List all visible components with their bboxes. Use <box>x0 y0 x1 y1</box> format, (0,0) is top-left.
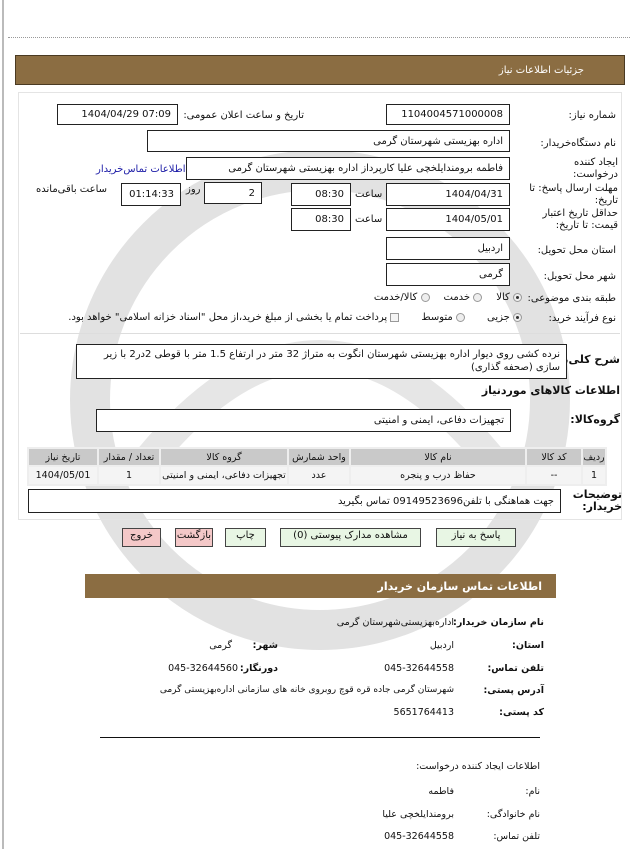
creator-label: ایجاد کننده درخواست: <box>573 157 618 180</box>
creator-name: فاطمه <box>428 786 454 797</box>
cell-code: -- <box>525 465 583 486</box>
cell-row: 1 <box>581 465 607 486</box>
creator-phone: 045-32644558 <box>384 831 454 842</box>
contact-address: شهرستان گرمی جاده قره قوچ روبروی خانه ها… <box>159 685 454 695</box>
goods-table: ردیف کد کالا نام کالا واحد شمارش گروه کا… <box>27 447 607 486</box>
buyer-notes-field: جهت هماهنگی با تلفن09149523696 تماس بگیر… <box>28 489 561 513</box>
view-attachments-button[interactable]: مشاهده مدارک پیوستی (0) <box>280 528 421 547</box>
province-label: استان محل تحویل: <box>537 245 616 256</box>
radio-icon[interactable] <box>513 312 522 322</box>
section-divider <box>20 333 620 334</box>
left-border <box>2 0 4 849</box>
col-group: گروه کالا <box>159 447 289 467</box>
category-option-service[interactable]: خدمت <box>444 292 483 303</box>
checkbox-icon[interactable] <box>390 312 400 322</box>
validity-label: حداقل تاریخ اعتبار قیمت: تا تاریخ: <box>542 208 618 231</box>
process-label: نوع فرآیند خرید: <box>548 313 617 324</box>
creator-field: فاطمه برومندایلخچی علیا کارپرداز اداره ب… <box>186 157 510 180</box>
remaining-time-field: 01:14:33 <box>121 183 181 206</box>
contact-org: اداره‌بهزیستی‌شهرستان گرمی <box>336 617 454 628</box>
deadline-label: مهلت ارسال پاسخ: تا تاریخ: <box>529 183 618 206</box>
cell-unit: عدد <box>287 465 351 486</box>
city-field: گرمی <box>386 263 510 286</box>
goods-section-title: اطلاعات کالاهای موردنیاز <box>481 384 620 397</box>
process-option-medium[interactable]: متوسط <box>421 312 465 323</box>
contact-postal: 5651764413 <box>393 707 454 718</box>
cell-date: 1404/05/01 <box>27 465 99 486</box>
contact-fax-label: دورنگار: <box>239 663 278 674</box>
validity-time-field: 08:30 <box>291 208 351 231</box>
col-qty: تعداد / مقدار <box>97 447 161 467</box>
table-row: 1 -- حفاظ درب و پنجره عدد تجهیزات دفاعی،… <box>27 465 607 486</box>
contact-fax: 045-32644560 <box>168 663 238 674</box>
radio-icon[interactable] <box>455 312 465 322</box>
cell-qty: 1 <box>97 465 161 486</box>
category-label: طبقه بندی موضوعی: <box>527 293 616 304</box>
contact-title: اطلاعات تماس سازمان خریدار <box>377 579 542 593</box>
creator-info-title: اطلاعات ایجاد کننده درخواست: <box>416 761 540 772</box>
deadline-date-field: 1404/04/31 <box>386 183 510 206</box>
page-title-bar: جزئیات اطلاعات نیاز <box>15 55 625 85</box>
buyer-notes-label: توضیحات خریدار: <box>572 488 622 513</box>
cell-name: حفاظ درب و پنجره <box>349 465 527 486</box>
validity-time-label: ساعت <box>355 214 383 225</box>
contact-org-label: نام سازمان خریدار: <box>453 617 544 628</box>
category-radio-group: کالا خدمت کالا/خدمت <box>374 292 522 303</box>
radio-icon[interactable] <box>513 292 522 302</box>
buyer-contact-link[interactable]: اطلاعات تماس‌خریدار <box>96 164 186 175</box>
days-field: 2 <box>204 182 262 204</box>
deadline-time-label: ساعت <box>355 189 383 200</box>
days-label: روز <box>186 184 201 195</box>
reply-button[interactable]: پاسخ به نیاز <box>436 528 516 547</box>
creator-phone-label: تلفن تماس: <box>493 831 540 842</box>
contact-address-label: آدرس پستی: <box>483 685 544 696</box>
radio-icon[interactable] <box>420 292 430 302</box>
col-unit: واحد شمارش <box>287 447 351 467</box>
category-option-both[interactable]: کالا/خدمت <box>374 292 430 303</box>
buyer-org-field: اداره بهزیستی شهرستان گرمی <box>147 130 510 152</box>
validity-date-field: 1404/05/01 <box>386 208 510 231</box>
process-option-minor[interactable]: جزیی <box>487 312 522 323</box>
category-option-goods[interactable]: کالا <box>496 292 522 303</box>
province-field: اردبیل <box>386 237 510 260</box>
need-number-label: شماره نیاز: <box>568 110 617 121</box>
contact-phone: 045-32644558 <box>384 663 454 674</box>
dotted-divider <box>8 37 630 38</box>
contact-province-label: استان: <box>512 640 544 651</box>
need-number-field: 1104004571000008 <box>386 104 510 125</box>
col-name: نام کالا <box>349 447 527 467</box>
goods-group-label: گروه‌کالا: <box>570 413 620 426</box>
contact-phone-label: تلفن تماس: <box>487 663 544 674</box>
page-title: جزئیات اطلاعات نیاز <box>498 64 584 76</box>
radio-icon[interactable] <box>473 292 483 302</box>
announce-label: تاریخ و ساعت اعلان عمومی: <box>183 110 304 121</box>
col-date: تاریخ نیاز <box>27 447 99 467</box>
process-radio-group: جزیی متوسط پرداخت تمام یا بخشی از مبلغ خ… <box>68 312 522 323</box>
col-row: ردیف <box>581 447 607 467</box>
goods-group-field: تجهیزات دفاعی، ایمنی و امنیتی <box>96 409 511 432</box>
contact-city: گرمی <box>209 640 232 651</box>
contact-city-label: شهر: <box>252 640 278 651</box>
details-panel <box>18 92 622 520</box>
contact-postal-label: کد پستی: <box>499 707 544 718</box>
exit-button[interactable]: خروج <box>122 528 161 547</box>
table-header-row: ردیف کد کالا نام کالا واحد شمارش گروه کا… <box>27 447 607 467</box>
deadline-time-field: 08:30 <box>291 183 351 206</box>
remaining-label: ساعت باقی‌مانده <box>36 184 108 195</box>
creator-family: برومندایلخچی علیا <box>382 809 454 820</box>
cell-group: تجهیزات دفاعی، ایمنی و امنیتی <box>159 465 289 486</box>
print-button[interactable]: چاپ <box>225 528 266 547</box>
contact-divider <box>100 737 540 738</box>
description-field: نرده کشی روی دیوار اداره بهزیستی شهرستان… <box>76 344 567 379</box>
contact-title-bar: اطلاعات تماس سازمان خریدار <box>85 574 556 598</box>
creator-name-label: نام: <box>525 786 540 797</box>
contact-province: اردبیل <box>429 640 454 651</box>
creator-family-label: نام خانوادگی: <box>486 809 540 820</box>
back-button[interactable]: بازگشت <box>175 528 213 547</box>
city-label: شهر محل تحویل: <box>543 271 616 282</box>
buyer-org-label: نام دستگاه‌خریدار: <box>540 138 616 149</box>
announce-field: 1404/04/29 07:09 <box>57 104 178 125</box>
treasury-payment-checkbox[interactable]: پرداخت تمام یا بخشی از مبلغ خرید،از محل … <box>68 312 400 323</box>
col-code: کد کالا <box>525 447 583 467</box>
